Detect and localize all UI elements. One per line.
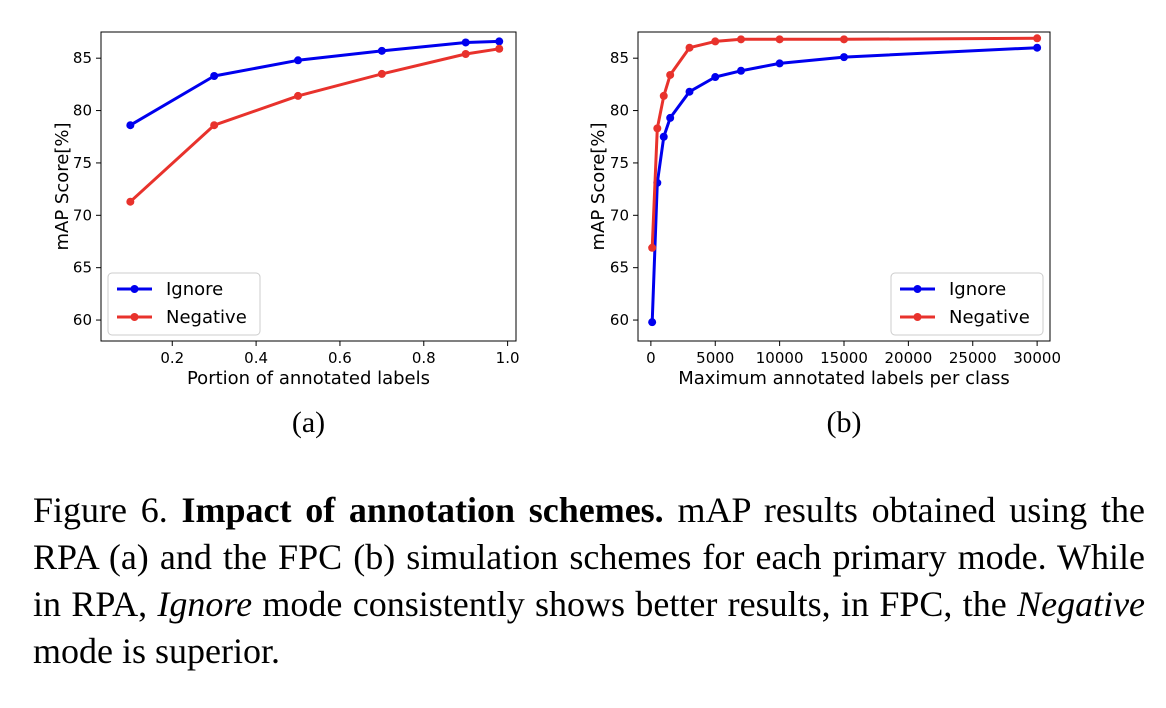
legend-label-ignore: Ignore: [949, 279, 1006, 300]
y-tick-label: 65: [610, 259, 629, 277]
x-tick-label: 0.8: [412, 349, 436, 367]
y-tick-label: 75: [610, 154, 629, 172]
legend-label-ignore: Ignore: [166, 279, 223, 300]
plot-frame: [100, 31, 517, 342]
data-point-ignore: [1033, 43, 1042, 52]
panel-label: (a): [292, 406, 325, 439]
data-point-ignore: [126, 121, 135, 130]
x-tick-label: 5000: [696, 349, 734, 367]
x-tick-label: 30000: [1013, 349, 1061, 367]
data-point-ignore: [495, 37, 504, 46]
y-tick-label: 60: [610, 311, 629, 329]
x-tick-label: 10000: [756, 349, 804, 367]
x-tick-label: 25000: [949, 349, 997, 367]
data-point-negative: [737, 35, 745, 44]
x-tick-label: 0: [646, 349, 656, 367]
figure-caption: Figure 6. Impact of annotation schemes. …: [33, 487, 1145, 675]
data-point-ignore: [775, 59, 784, 68]
data-point-negative: [666, 70, 675, 79]
caption-text-1: mAP results obtained using the RPA (a) a…: [33, 490, 1146, 624]
x-tick-label: 0.4: [244, 349, 268, 367]
data-point-ignore: [711, 73, 720, 82]
caption-label: Figure 6.: [33, 490, 168, 530]
data-point-ignore: [685, 87, 694, 96]
legend-marker-negative: [913, 313, 922, 321]
data-point-negative: [461, 49, 470, 58]
y-tick-label: 75: [73, 154, 92, 172]
y-tick-label: 70: [610, 206, 629, 224]
data-point-ignore: [840, 53, 848, 62]
chart-panel-b: 0 5000 10000 15000 20000 25000 30000 60 65 70 75 80…: [588, 31, 1061, 439]
legend-label-negative: Negative: [949, 307, 1030, 328]
data-point-ignore: [294, 56, 303, 65]
data-point-negative: [711, 37, 720, 46]
series-line-ignore: [650, 46, 1038, 323]
y-axis-label: mAP Score[%]: [588, 123, 609, 251]
x-tick-label: 0.2: [160, 349, 184, 367]
series-line-ignore: [129, 39, 500, 127]
panel-label: (b): [827, 406, 862, 439]
data-point-negative: [685, 43, 694, 52]
y-tick-label: 60: [73, 311, 92, 329]
y-axis-label: mAP Score[%]: [52, 123, 73, 251]
y-tick-label: 80: [73, 102, 92, 120]
caption-text-3: mode is superior.: [33, 631, 280, 671]
data-point-negative: [495, 44, 504, 53]
legend-label-negative: Negative: [166, 307, 247, 328]
y-tick-label: 80: [610, 102, 629, 120]
x-tick-label: 15000: [820, 349, 868, 367]
data-point-negative: [840, 35, 848, 44]
data-point-negative: [775, 35, 784, 44]
x-tick-label: 1.0: [496, 349, 520, 367]
y-tick-label: 70: [73, 206, 92, 224]
data-point-ignore: [737, 66, 745, 75]
legend-marker-ignore: [913, 285, 922, 293]
data-point-negative: [126, 197, 135, 206]
series-line-negative: [129, 47, 500, 203]
data-point-ignore: [210, 71, 219, 80]
data-point-ignore: [377, 46, 386, 55]
x-axis-label: Portion of annotated labels: [187, 368, 430, 389]
legend-marker-ignore: [130, 285, 139, 293]
figure: 0.2 0.4 0.6 0.8 1.0 60 65 70 75 80 85 Portion of an…: [52, 31, 1061, 439]
y-tick-label: 85: [73, 49, 92, 67]
caption-title: Impact of annotation schemes.: [181, 490, 664, 530]
chart-panel-a: 0.2 0.4 0.6 0.8 1.0 60 65 70 75 80 85 Portion of an…: [52, 31, 520, 439]
data-point-negative: [377, 69, 386, 78]
data-point-ignore: [461, 38, 470, 47]
data-point-ignore: [666, 113, 675, 122]
x-tick-label: 20000: [885, 349, 933, 367]
data-point-negative: [1033, 34, 1042, 43]
caption-emphasis-negative: Negative: [1017, 584, 1146, 624]
caption-emphasis-ignore: Ignore: [157, 584, 253, 624]
data-point-negative: [653, 124, 662, 133]
series-line-negative: [650, 36, 1038, 248]
data-point-negative: [659, 91, 668, 100]
data-point-negative: [294, 91, 303, 100]
y-tick-label: 65: [73, 259, 92, 277]
data-point-negative: [210, 121, 219, 130]
x-tick-label: 0.6: [328, 349, 352, 367]
x-axis-label: Maximum annotated labels per class: [678, 368, 1010, 389]
plot-frame: [637, 31, 1051, 342]
data-point-negative: [648, 243, 657, 252]
data-point-ignore: [648, 318, 657, 327]
caption-text-2: mode consistently shows better results, …: [262, 584, 1007, 624]
data-point-ignore: [659, 132, 668, 141]
y-tick-label: 85: [610, 49, 629, 67]
legend-marker-negative: [130, 313, 139, 321]
